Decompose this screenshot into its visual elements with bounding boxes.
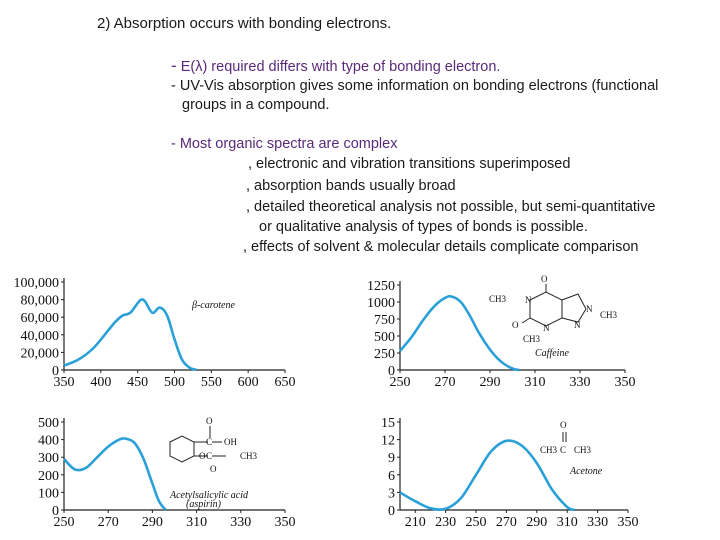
y-tick-label: 100,000 — [14, 276, 60, 291]
y-tick-label: 300 — [38, 451, 59, 466]
caffeine-label: Caffeine — [535, 348, 569, 359]
x-tick-label: 450 — [127, 375, 148, 390]
sub-bullet-transitions: , electronic and vibration transitions s… — [248, 156, 571, 172]
y-tick-label: 250 — [374, 347, 395, 362]
sub-bullet-analysis-line1: , detailed theoretical analysis not poss… — [246, 199, 656, 215]
x-tick-label: 550 — [201, 375, 222, 390]
chem-label: N — [525, 295, 532, 305]
x-tick-label: 350 — [54, 375, 75, 390]
x-tick-label: 270 — [435, 375, 456, 390]
y-tick-label: 200 — [38, 469, 59, 484]
chem-label: O — [560, 420, 567, 430]
x-tick-label: 350 — [618, 515, 639, 530]
x-tick-label: 600 — [238, 375, 259, 390]
x-tick-label: 500 — [164, 375, 185, 390]
chem-label: O — [210, 464, 217, 474]
x-tick-label: 290 — [142, 515, 163, 530]
acetone-spectrum: 15 12 9 6 3 0 210 230 250 270 290 310 330 350 O CH3 C… — [381, 416, 639, 530]
beta-carotene-curve — [63, 298, 198, 372]
bullet-dash: - — [171, 56, 177, 75]
x-tick-label: 310 — [186, 515, 207, 530]
y-tick-label: 20,000 — [21, 346, 60, 361]
sub-bullet-broad: , absorption bands usually broad — [246, 178, 456, 194]
sub-bullet-solvent: , effects of solvent & molecular details… — [243, 239, 639, 255]
y-tick-label: 6 — [388, 469, 395, 484]
x-tick-label: 650 — [275, 375, 296, 390]
x-tick-label: 350 — [275, 515, 296, 530]
caffeine-structure-icon — [521, 284, 587, 327]
x-tick-label: 330 — [570, 375, 591, 390]
y-tick-label: 15 — [381, 416, 395, 431]
x-tick-label: 330 — [587, 515, 608, 530]
aspirin-label: Acetylsalicylic acid — [169, 490, 249, 501]
aspirin-structure-icon — [169, 426, 226, 463]
y-tick-label: 0 — [52, 364, 59, 379]
aspirin-label-2: (aspirin) — [186, 499, 222, 510]
x-tick-label: 400 — [90, 375, 111, 390]
y-tick-label: 0 — [52, 504, 59, 519]
y-tick-label: 100 — [38, 486, 59, 501]
chem-label: CH3 — [540, 445, 558, 455]
x-tick-label: 210 — [405, 515, 426, 530]
caffeine-curve — [398, 294, 520, 372]
x-tick-label: 230 — [435, 515, 456, 530]
heading: 2) Absorption occurs with bonding electr… — [97, 15, 392, 32]
chem-label: CH3 — [600, 310, 618, 320]
chem-label: CH3 — [523, 334, 541, 344]
acetone-curve — [399, 439, 576, 512]
bullet-uvvis-line1: - UV-Vis absorption gives some informati… — [171, 78, 659, 94]
chem-label: C — [206, 451, 212, 461]
y-tick-label: 1250 — [367, 279, 395, 294]
chem-label: O — [541, 274, 548, 284]
x-tick-label: 250 — [466, 515, 487, 530]
bullet-energy: - E(λ) required differs with type of bon… — [171, 57, 500, 76]
aspirin-curve — [63, 437, 167, 511]
x-tick-label: 250 — [54, 515, 75, 530]
x-tick-label: 290 — [480, 375, 501, 390]
bullet-energy-text: E(λ) required differs with type of bondi… — [180, 59, 501, 75]
y-tick-label: 400 — [38, 434, 59, 449]
chem-label: O — [199, 451, 206, 461]
x-tick-label: 310 — [557, 515, 578, 530]
chem-label: O — [206, 416, 213, 426]
chem-label: C — [206, 437, 212, 447]
y-tick-label: 500 — [38, 416, 59, 431]
chem-label: N — [543, 323, 550, 333]
beta-carotene-label: β-carotene — [191, 300, 235, 311]
x-tick-label: 270 — [98, 515, 119, 530]
y-tick-label: 500 — [374, 330, 395, 345]
y-tick-label: 80,000 — [21, 294, 60, 309]
x-tick-label: 310 — [525, 375, 546, 390]
y-tick-label: 9 — [388, 451, 395, 466]
x-tick-label: 350 — [615, 375, 636, 390]
acetone-structure-icon — [562, 432, 567, 442]
x-tick-label: 250 — [390, 375, 411, 390]
chem-label: CH3 — [240, 451, 258, 461]
y-tick-label: 1000 — [367, 296, 395, 311]
chem-label: CH3 — [574, 445, 592, 455]
y-tick-label: 3 — [388, 486, 395, 501]
bullet-organic-spectra: - Most organic spectra are complex — [171, 136, 398, 152]
chem-label: O — [512, 320, 519, 330]
y-tick-label: 750 — [374, 313, 395, 328]
chem-label: N — [586, 304, 593, 314]
x-tick-label: 270 — [496, 515, 517, 530]
y-tick-label: 12 — [381, 434, 395, 449]
chem-label: N — [574, 320, 581, 330]
bullet-uvvis-line2: groups in a compound. — [182, 97, 330, 113]
x-tick-label: 330 — [230, 515, 251, 530]
chem-label: OH — [224, 437, 237, 447]
sub-bullet-analysis-line2: or qualitative analysis of types of bond… — [259, 219, 588, 235]
y-tick-label: 60,000 — [21, 311, 60, 326]
chem-label: CH3 — [489, 294, 507, 304]
y-tick-label: 0 — [388, 364, 395, 379]
acetone-label: Acetone — [569, 466, 603, 477]
y-tick-label: 40,000 — [21, 329, 60, 344]
chem-label: C — [560, 445, 566, 455]
x-tick-label: 290 — [526, 515, 547, 530]
y-tick-label: 0 — [388, 504, 395, 519]
